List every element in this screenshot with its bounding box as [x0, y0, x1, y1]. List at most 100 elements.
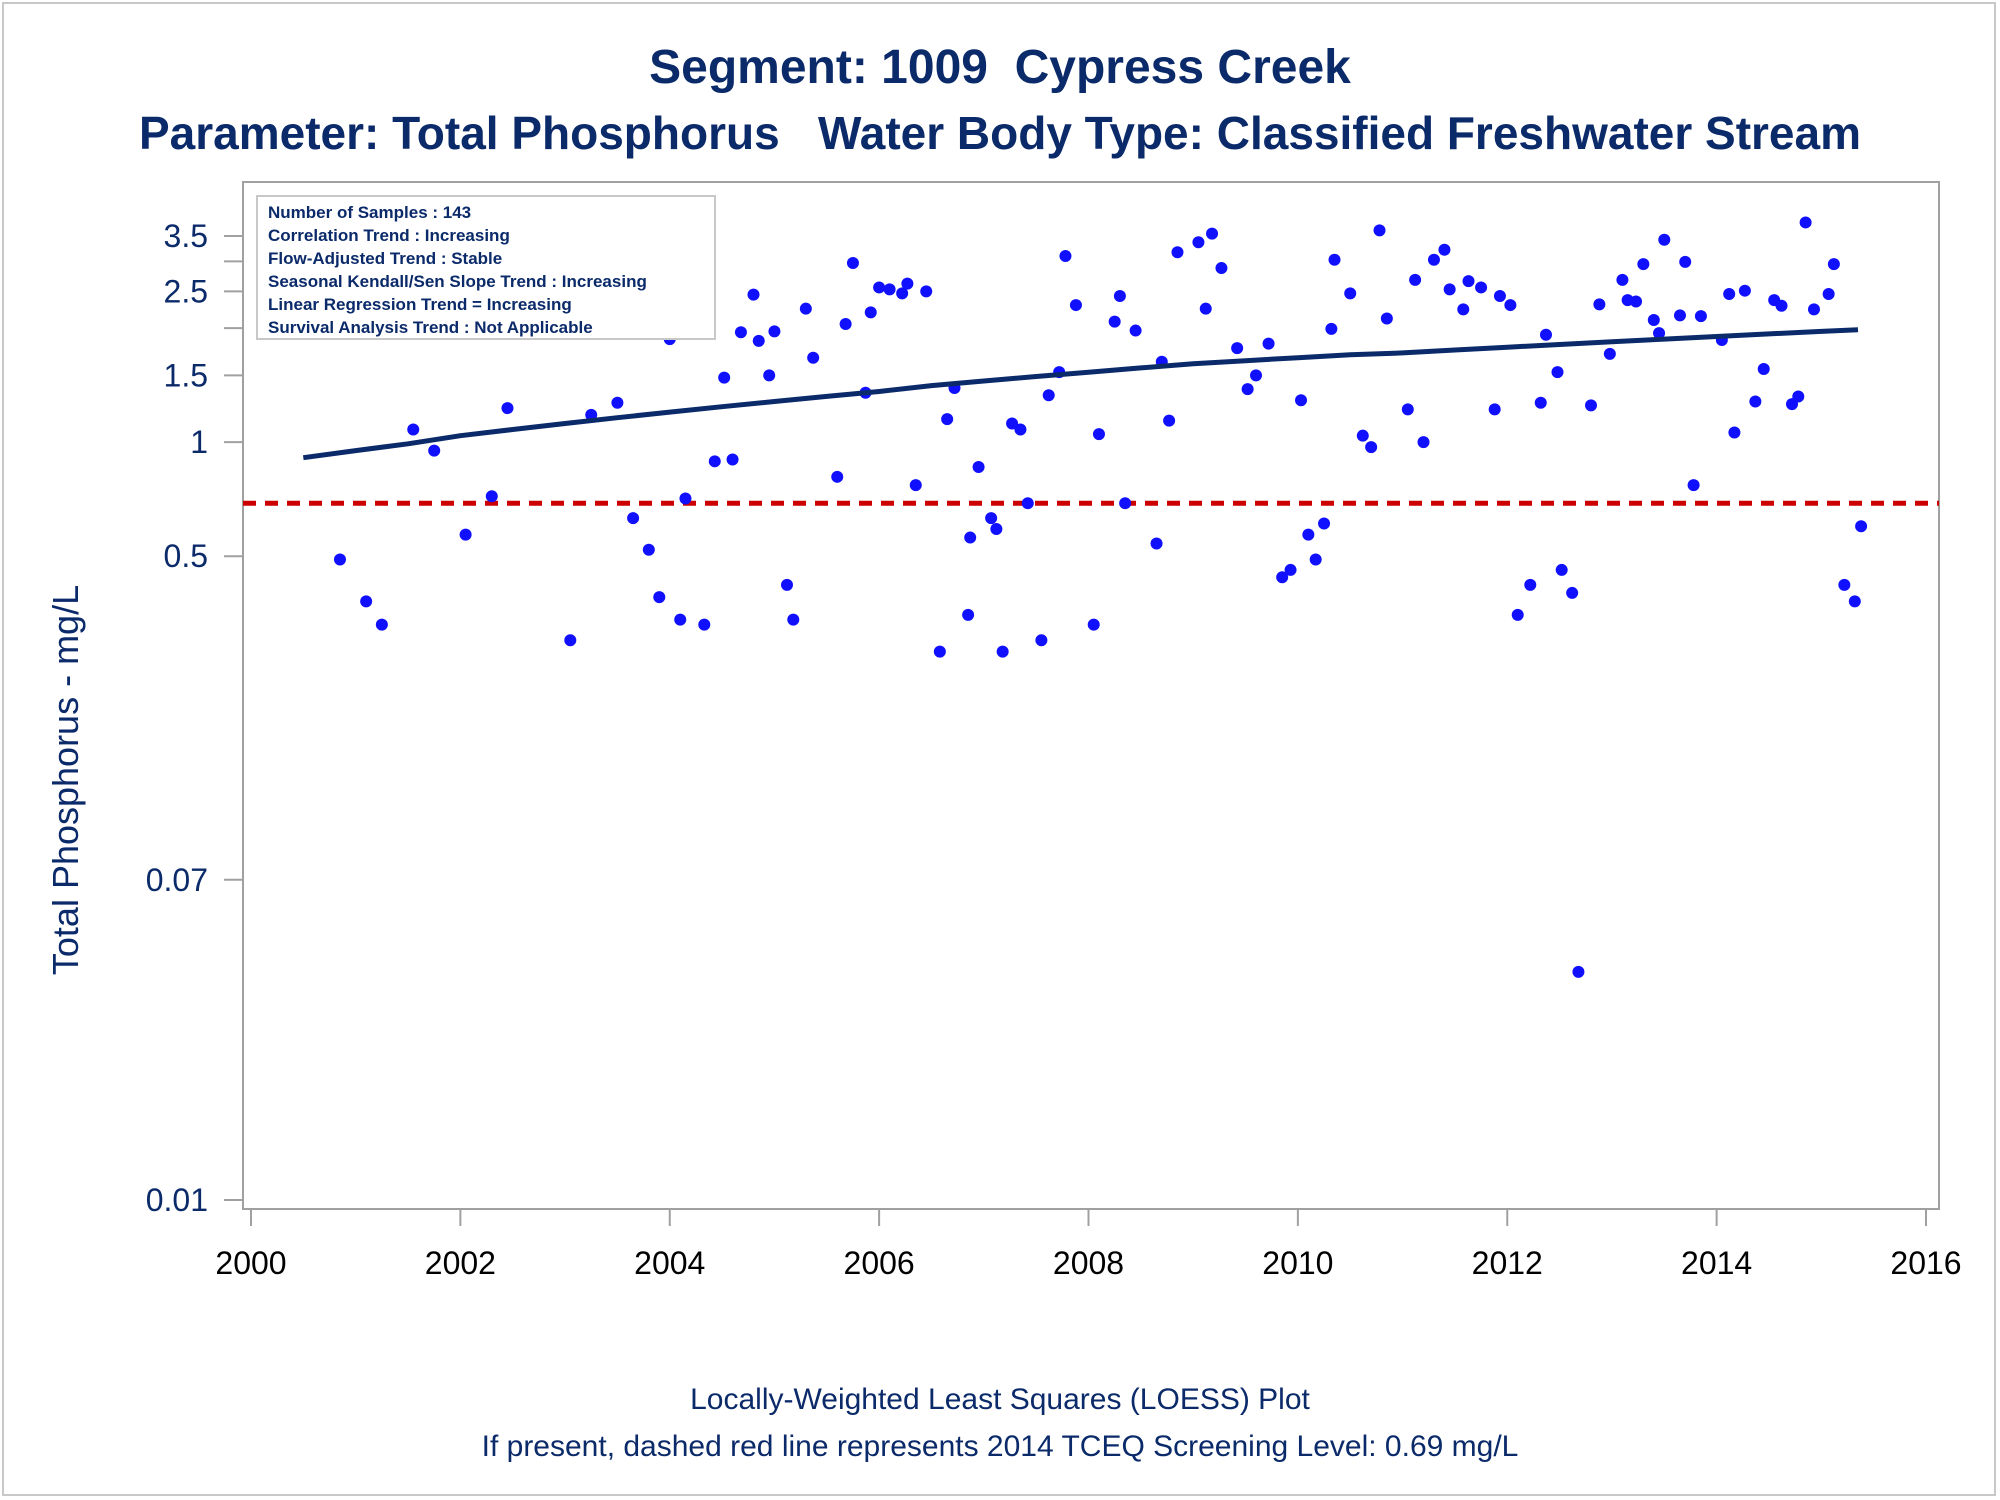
data-point	[1838, 578, 1851, 591]
data-point	[726, 453, 739, 466]
data-point	[1401, 403, 1414, 416]
data-point	[901, 277, 914, 290]
data-point	[1807, 303, 1820, 316]
data-point	[1723, 288, 1736, 301]
data-point	[1119, 497, 1132, 510]
data-point	[1647, 314, 1660, 327]
data-point	[333, 553, 346, 566]
chart-subtitle: Parameter: Total Phosphorus Water Body T…	[138, 107, 1862, 159]
data-point	[485, 490, 498, 503]
data-point	[1035, 634, 1048, 647]
data-point	[679, 492, 692, 505]
data-point	[718, 371, 731, 384]
data-point	[459, 528, 472, 541]
data-point	[1616, 273, 1629, 286]
data-point	[1373, 224, 1386, 237]
data-point	[1475, 281, 1488, 294]
data-point	[1108, 315, 1121, 328]
data-point	[1593, 298, 1606, 311]
data-point	[1539, 328, 1552, 341]
y-tick-label: 1.5	[164, 357, 208, 393]
data-points	[297, 216, 1868, 978]
data-point	[708, 455, 721, 468]
data-point	[1738, 284, 1751, 297]
data-point	[1021, 497, 1034, 510]
data-point	[839, 318, 852, 331]
data-point	[972, 460, 985, 473]
data-point	[698, 618, 711, 631]
data-point	[1572, 965, 1585, 978]
legend-line: Seasonal Kendall/Sen Slope Trend : Incre…	[268, 272, 647, 291]
x-tick-label: 2000	[215, 1245, 286, 1281]
data-point	[747, 288, 760, 301]
y-tick-label: 0.5	[164, 538, 208, 574]
data-point	[831, 470, 844, 483]
loess-group	[302, 327, 1859, 461]
y-axis-label: Total Phosphorus - mg/L	[45, 585, 86, 975]
data-point	[1262, 337, 1275, 350]
footnote-2: If present, dashed red line represents 2…	[481, 1430, 1519, 1463]
y-tick-label: 0.07	[146, 862, 208, 898]
data-point	[1356, 429, 1369, 442]
data-point	[1728, 426, 1741, 439]
data-point	[1566, 586, 1579, 599]
data-point	[1276, 571, 1289, 584]
data-point	[781, 578, 793, 591]
data-point	[807, 351, 820, 364]
data-point	[734, 326, 747, 339]
data-point	[1250, 369, 1262, 382]
data-point	[653, 591, 666, 604]
data-point	[768, 325, 781, 338]
data-point	[1551, 366, 1564, 379]
x-tick-label: 2014	[1681, 1245, 1752, 1281]
data-point	[1822, 288, 1835, 301]
legend-line: Survival Analysis Trend : Not Applicable	[268, 318, 593, 337]
data-point	[1295, 394, 1308, 407]
data-point	[752, 334, 765, 347]
legend: Number of Samples : 143 Correlation Trend…	[256, 195, 716, 340]
data-point	[985, 512, 998, 525]
data-point	[1524, 578, 1537, 591]
data-point	[1171, 246, 1184, 259]
data-point	[1163, 414, 1176, 427]
data-point	[1673, 309, 1686, 322]
data-point	[846, 256, 859, 269]
data-point	[1302, 528, 1315, 541]
x-tick-label: 2008	[1053, 1245, 1124, 1281]
data-point	[1775, 299, 1788, 312]
data-point	[1231, 342, 1244, 355]
data-point	[1462, 275, 1475, 288]
data-point	[1087, 618, 1100, 631]
data-point	[1637, 258, 1650, 271]
legend-line: Flow-Adjusted Trend : Stable	[268, 249, 502, 268]
footnote-1: Locally-Weighted Least Squares (LOESS) P…	[690, 1383, 1310, 1416]
data-point	[1603, 347, 1616, 360]
data-point	[864, 306, 877, 319]
data-point	[1443, 283, 1456, 296]
data-point	[1192, 236, 1205, 249]
data-point	[1749, 395, 1762, 408]
data-point	[407, 423, 420, 436]
data-point	[1427, 253, 1440, 266]
data-point	[1658, 233, 1671, 246]
data-point	[1059, 249, 1072, 262]
data-point	[428, 444, 441, 457]
data-point	[627, 512, 640, 525]
data-point	[933, 645, 946, 658]
data-point	[1488, 403, 1501, 416]
data-point	[1328, 253, 1341, 266]
data-point	[1679, 255, 1692, 268]
data-point	[564, 634, 577, 647]
data-point	[1113, 290, 1126, 303]
data-point	[1309, 553, 1322, 566]
data-point	[1380, 312, 1393, 325]
data-point	[1827, 258, 1840, 271]
data-point	[1757, 362, 1770, 375]
data-point	[1493, 290, 1506, 303]
data-point	[360, 595, 373, 608]
data-point	[873, 281, 886, 294]
data-point	[642, 543, 655, 556]
loess-trend-line	[302, 327, 1859, 461]
data-point	[1014, 423, 1027, 436]
